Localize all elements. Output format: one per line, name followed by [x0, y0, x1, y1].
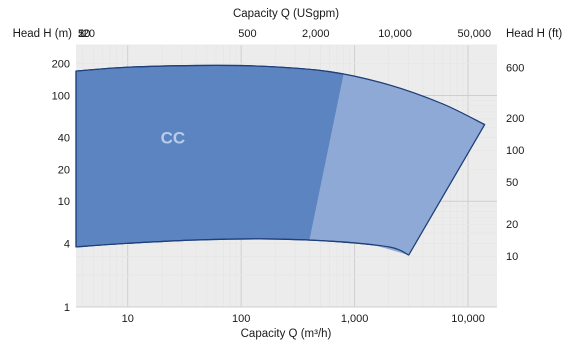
y-tick-left: 4	[64, 238, 70, 250]
y-tick-left: 100	[52, 90, 70, 102]
x-axis-title-top: Capacity Q (USgpm)	[233, 8, 339, 20]
x-axis-title-bottom: Capacity Q (m³/h)	[241, 328, 332, 340]
x-tick-top: 50,000	[457, 28, 491, 40]
y-tick-right: 10	[506, 251, 518, 263]
x-tick-bottom: 1,000	[341, 313, 369, 325]
y-tick-left: 200	[52, 59, 70, 71]
y-tick-right: 200	[506, 113, 524, 125]
y-tick-left: 20	[58, 164, 70, 176]
performance-regions: CC	[75, 64, 486, 256]
x-tick-bottom: 100	[232, 313, 250, 325]
y-tick-left: 40	[58, 133, 70, 145]
region-extension	[309, 73, 485, 256]
x-tick-top: 500	[238, 28, 256, 40]
x-tick-top: 10	[78, 28, 90, 40]
x-tick-top: 20	[83, 28, 95, 40]
y-tick-left: 1	[64, 302, 70, 314]
x-tick-top: 5	[78, 28, 84, 40]
y-tick-right: 600	[506, 63, 524, 75]
region-label-cc: CC	[161, 129, 186, 148]
y-tick-right: 100	[506, 145, 524, 157]
x-tick-top: 2,000	[302, 28, 330, 40]
y-axis-title-left: Head H (m)	[13, 28, 73, 40]
y-axis-title-right: Head H (ft)	[506, 28, 562, 40]
x-tick-bottom: 10,000	[451, 313, 485, 325]
region-outline	[75, 64, 486, 256]
x-tick-top: 2	[78, 28, 84, 40]
x-tick-top: 10,000	[378, 28, 412, 40]
y-tick-left: 10	[58, 196, 70, 208]
x-tick-bottom: 10	[122, 313, 134, 325]
y-tick-right: 50	[506, 177, 518, 189]
y-tick-right: 20	[506, 219, 518, 231]
